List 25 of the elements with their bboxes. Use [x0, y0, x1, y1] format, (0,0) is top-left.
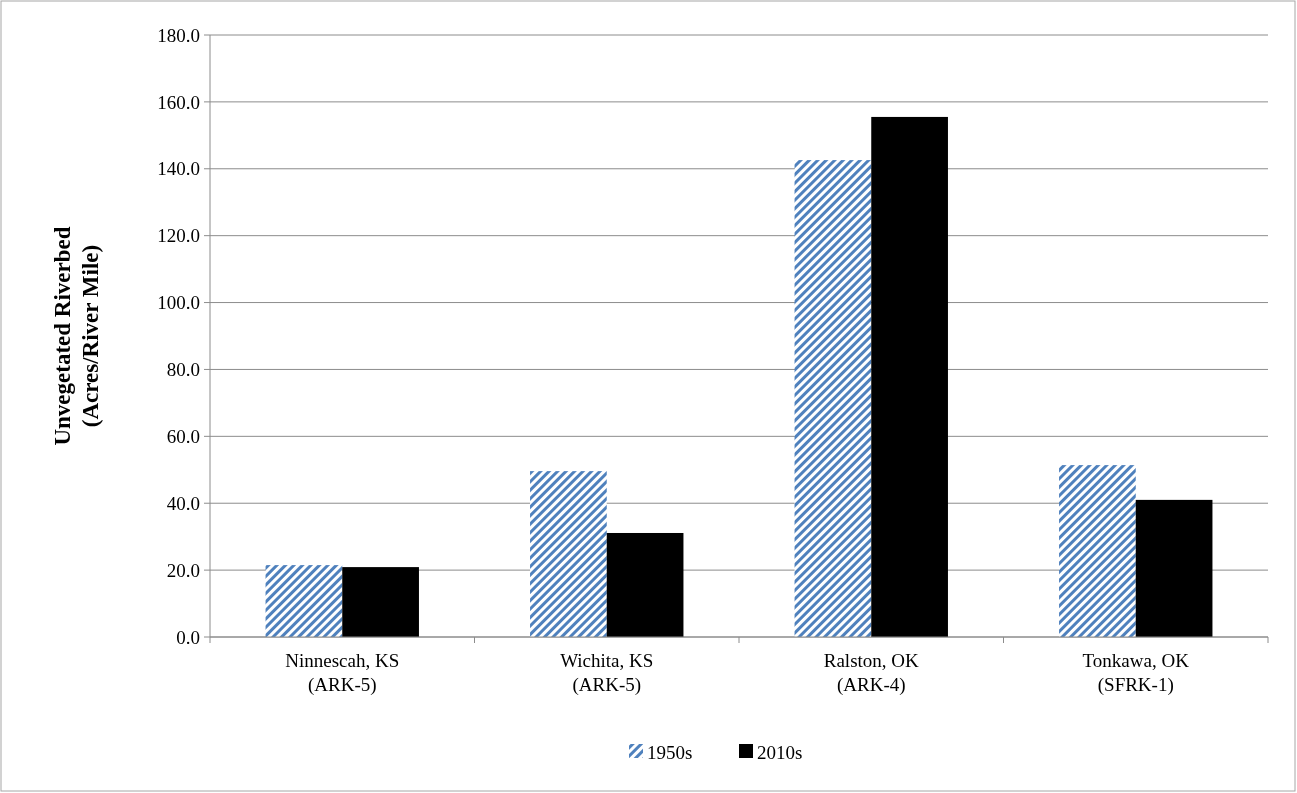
x-tick-label: Tonkawa, OK (SFRK-1) — [1082, 650, 1190, 696]
y-tick-label: 0.0 — [176, 626, 200, 648]
bar — [342, 567, 419, 637]
y-tick-label: 60.0 — [166, 425, 200, 447]
bar — [1135, 499, 1213, 637]
x-tick-label: Wichita, KS (ARK-5) — [560, 650, 654, 696]
x-tick-label: Ninnescah, KS (ARK-5) — [285, 650, 400, 696]
y-tick-label: 180.0 — [157, 24, 200, 46]
bar — [606, 532, 684, 637]
y-tick-label: 80.0 — [166, 359, 200, 381]
bar — [794, 160, 872, 637]
y-tick-label: 100.0 — [157, 292, 200, 314]
y-tick-label: 140.0 — [157, 158, 200, 180]
bar — [530, 471, 607, 637]
y-tick-label: 40.0 — [166, 492, 200, 514]
legend-label: 1950s — [647, 741, 693, 763]
bar — [1059, 465, 1136, 637]
y-tick-label: 160.0 — [157, 91, 200, 113]
y-tick-label: 20.0 — [166, 559, 200, 581]
y-tick-label: 120.0 — [157, 225, 200, 247]
legend-label: 2010s — [757, 741, 803, 763]
bar — [871, 116, 948, 637]
y-axis-title: Unvegetated Riverbed (Acres/River Mile) — [50, 226, 103, 446]
x-tick-label: Ralston, OK (ARK-4) — [823, 650, 920, 696]
bar — [265, 565, 343, 637]
